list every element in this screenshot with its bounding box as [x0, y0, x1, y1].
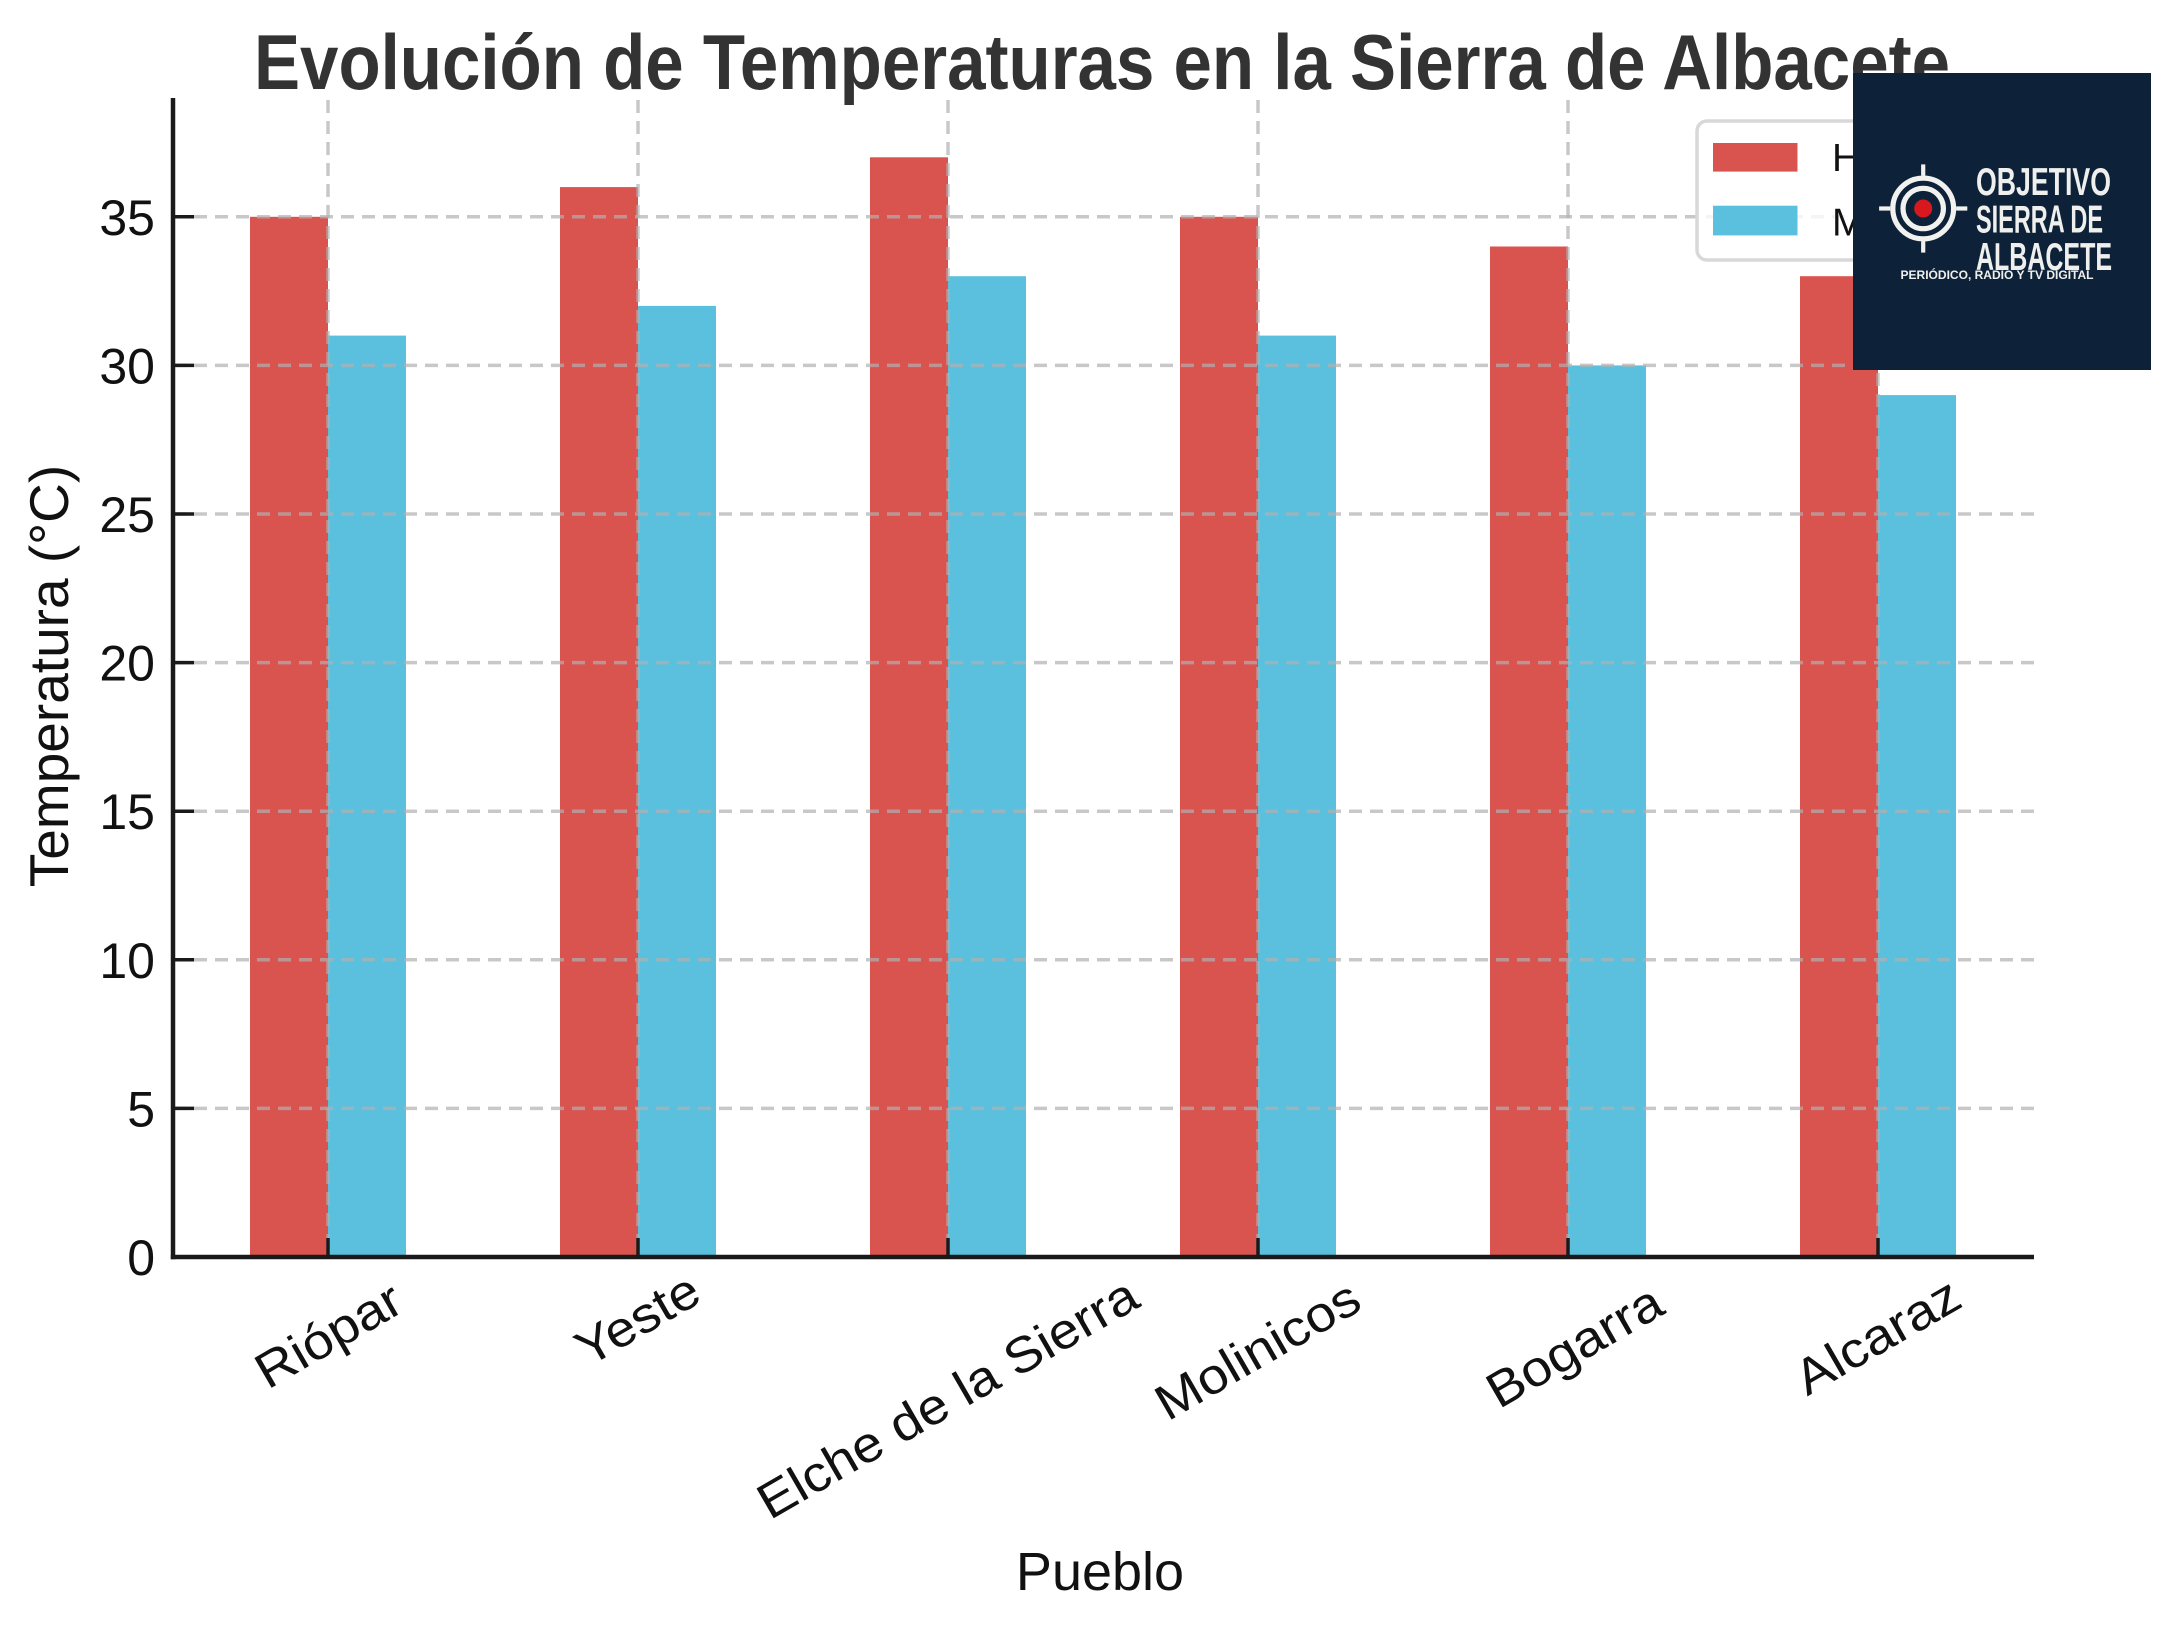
svg-text:0: 0	[127, 1230, 155, 1286]
svg-text:Temperatura (°C): Temperatura (°C)	[18, 465, 80, 887]
svg-text:5: 5	[127, 1081, 155, 1137]
svg-text:SIERRA DE: SIERRA DE	[1976, 199, 2103, 242]
svg-text:Pueblo: Pueblo	[1016, 1542, 1184, 1602]
svg-text:OBJETIVO: OBJETIVO	[1976, 161, 2111, 204]
svg-text:20: 20	[99, 636, 155, 692]
svg-text:10: 10	[99, 933, 155, 989]
svg-text:35: 35	[99, 190, 155, 246]
svg-text:25: 25	[99, 487, 155, 543]
svg-text:30: 30	[99, 338, 155, 394]
svg-text:ALBACETE: ALBACETE	[1976, 236, 2112, 279]
svg-text:PERIÓDICO, RADIO Y TV DIGITAL: PERIÓDICO, RADIO Y TV DIGITAL	[1901, 267, 2094, 282]
svg-text:15: 15	[99, 784, 155, 840]
svg-text:Evolución de Temperaturas en l: Evolución de Temperaturas en la Sierra d…	[254, 18, 1950, 106]
